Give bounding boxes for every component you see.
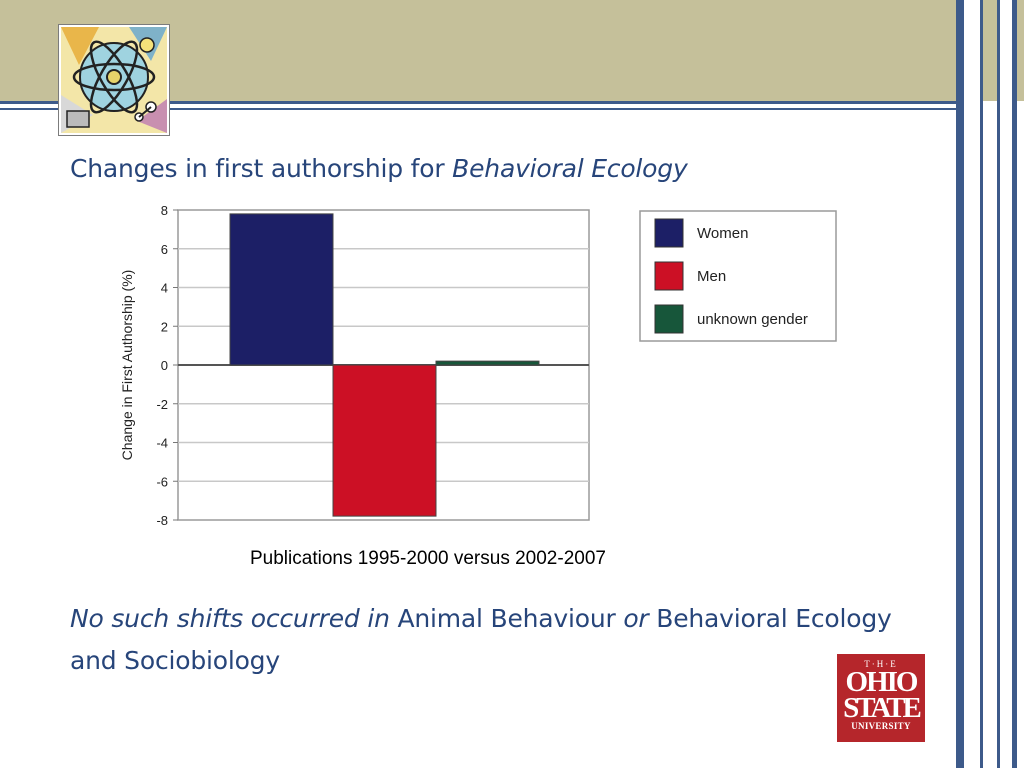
vbar-tan xyxy=(983,0,997,101)
legend: Women Men unknown gender xyxy=(639,210,837,342)
title-text: Changes in first authorship for xyxy=(70,154,453,183)
vbar-1 xyxy=(956,0,964,768)
y-tick-label: -8 xyxy=(156,513,168,528)
vbar-tan-2 xyxy=(1017,0,1024,101)
ohio-state-logo: T·H·E OHIO STATE UNIVERSITY xyxy=(837,654,925,742)
journal-name: Behavioral Ecology xyxy=(452,154,688,183)
vbar-gap-1 xyxy=(964,0,980,768)
legend-label: Women xyxy=(697,225,748,242)
bar-unknown-gender xyxy=(435,360,540,366)
header-rule-thin xyxy=(0,108,958,110)
logo-ohio: OHIO xyxy=(845,666,919,698)
y-tick-label: 0 xyxy=(161,358,168,373)
note-journal-1: Animal Behaviour xyxy=(389,604,624,633)
vbar-4 xyxy=(1012,0,1017,768)
logo-the: T·H·E xyxy=(864,659,898,669)
authorship-bar-chart: 8 6 4 2 0 -2 -4 -6 -8 Change in First Authorship … xyxy=(119,203,837,528)
y-axis-label: Change in First Authorship (%) xyxy=(119,270,135,461)
vbar-2 xyxy=(980,0,983,768)
legend-label: Men xyxy=(697,268,726,285)
right-decorative-bars xyxy=(956,0,1024,768)
header-rule xyxy=(0,101,958,104)
slide-title: Changes in first authorship for Behavior… xyxy=(70,154,688,183)
bar-men xyxy=(332,364,437,517)
legend-swatch xyxy=(654,261,684,291)
y-tick-label: -6 xyxy=(156,474,168,489)
legend-swatch xyxy=(654,218,684,248)
logo-university: UNIVERSITY xyxy=(851,721,911,731)
y-tick-label: -2 xyxy=(156,397,168,412)
y-tick-label: 6 xyxy=(161,242,168,257)
y-tick-label: -4 xyxy=(156,436,168,451)
y-tick-label: 2 xyxy=(161,319,168,334)
atom-clipart-icon xyxy=(61,27,167,133)
bar-women xyxy=(229,213,334,366)
legend-swatch xyxy=(654,304,684,334)
vbar-3 xyxy=(997,0,1000,768)
note-italic: No such shifts occurred in xyxy=(70,604,390,633)
legend-label: unknown gender xyxy=(697,311,808,328)
slide-note: No such shifts occurred in Animal Behavi… xyxy=(70,598,900,682)
y-tick-label: 4 xyxy=(161,281,168,296)
y-tick-label: 8 xyxy=(161,203,168,218)
chart-caption: Publications 1995-2000 versus 2002-2007 xyxy=(250,548,606,569)
plot-area: 8 6 4 2 0 -2 -4 -6 -8 Change in First Authorship … xyxy=(119,203,590,528)
note-journal-2: Behavioral Ecology and Sociobiology xyxy=(70,604,892,675)
science-clipart-logo xyxy=(58,24,170,136)
note-or: or xyxy=(623,604,649,633)
logo-state: STATE xyxy=(843,692,922,724)
vbar-gap-2 xyxy=(1000,0,1012,768)
